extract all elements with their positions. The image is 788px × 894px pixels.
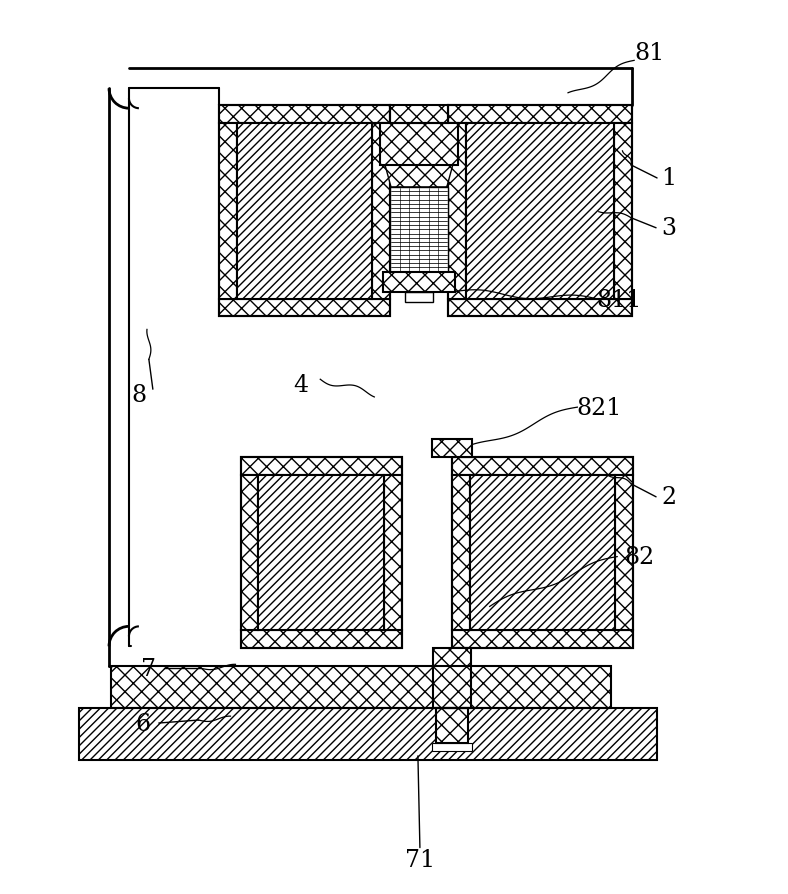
Polygon shape	[385, 165, 453, 188]
Text: 81: 81	[634, 42, 664, 65]
Bar	[615, 476, 633, 630]
Bar	[372, 124, 390, 299]
Bar	[79, 708, 657, 760]
Bar	[240, 458, 402, 648]
Bar	[240, 458, 402, 476]
Bar	[436, 708, 468, 743]
Bar	[433, 648, 470, 708]
Bar	[448, 106, 632, 124]
Bar	[452, 476, 470, 630]
Text: 2: 2	[661, 485, 677, 509]
Bar	[470, 476, 615, 630]
Bar	[390, 106, 448, 124]
Text: 8: 8	[132, 384, 147, 406]
Text: 4: 4	[293, 374, 308, 396]
Text: 1: 1	[661, 167, 677, 190]
Bar	[111, 667, 611, 708]
Text: 3: 3	[662, 217, 677, 240]
Bar	[218, 124, 236, 299]
Bar	[405, 292, 433, 302]
Bar	[614, 124, 632, 299]
Bar	[452, 630, 633, 648]
Bar	[236, 124, 372, 299]
Bar	[390, 188, 448, 273]
Bar	[432, 440, 472, 458]
Bar	[432, 440, 472, 458]
Bar	[448, 299, 632, 317]
Bar	[452, 458, 633, 648]
Bar	[384, 476, 402, 630]
Bar	[240, 476, 258, 630]
Text: 821: 821	[577, 396, 622, 419]
Bar	[258, 476, 384, 630]
Bar	[448, 124, 466, 299]
Text: 811: 811	[597, 289, 642, 312]
Text: 7: 7	[141, 657, 156, 680]
Bar	[79, 708, 657, 760]
Text: 71: 71	[405, 848, 435, 871]
Text: 6: 6	[136, 712, 151, 735]
Bar	[383, 273, 455, 292]
Bar	[466, 124, 614, 299]
Bar	[383, 273, 455, 292]
Bar	[240, 630, 402, 648]
Bar	[432, 743, 472, 751]
Bar	[218, 299, 390, 317]
Bar	[436, 708, 468, 743]
Bar	[380, 124, 458, 165]
Bar	[111, 667, 611, 708]
Bar	[218, 106, 390, 124]
Bar	[218, 106, 390, 317]
Text: 82: 82	[624, 545, 654, 569]
Bar	[433, 648, 470, 708]
Bar	[452, 458, 633, 476]
Bar	[380, 124, 458, 165]
Bar	[390, 106, 448, 124]
Bar	[448, 106, 632, 317]
